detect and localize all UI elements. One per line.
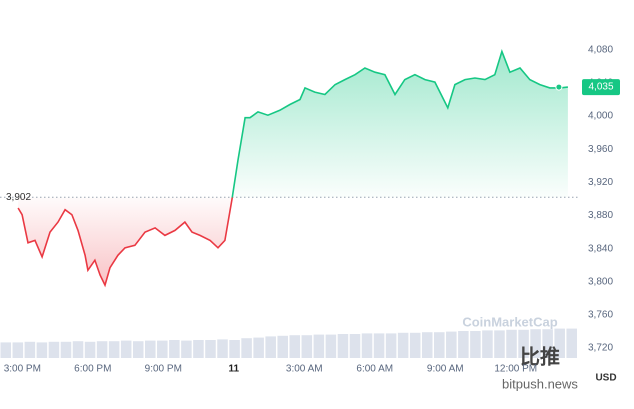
volume-bar	[84, 341, 96, 358]
volume-bar	[301, 335, 313, 358]
volume-bar	[434, 332, 445, 358]
volume-bar	[277, 335, 288, 358]
x-tick-label: 3:00 PM	[4, 364, 41, 375]
volume-bar	[181, 340, 192, 358]
volume-bar	[265, 336, 276, 358]
volume-bar	[96, 341, 108, 358]
watermark: CoinMarketCap	[462, 314, 557, 329]
volume-bar	[12, 342, 24, 358]
volume-bar	[24, 341, 36, 358]
last-point	[555, 83, 563, 91]
price-area	[18, 51, 568, 286]
volume-bar	[48, 341, 60, 358]
x-tick-label: 12:00 PM	[494, 364, 537, 375]
volume-bar	[205, 340, 216, 358]
volume-bar	[349, 334, 361, 358]
volume-bar	[397, 332, 409, 358]
volume-bar	[470, 331, 481, 358]
volume-bar	[361, 333, 373, 358]
volume-bar	[313, 334, 325, 358]
volume-bar	[482, 330, 493, 358]
y-tick-label: 3,800	[588, 276, 613, 287]
volume-bar	[108, 341, 120, 358]
volume-bar	[554, 328, 565, 358]
volume-bar	[120, 340, 132, 358]
volume-bar	[0, 342, 12, 358]
volume-bar	[458, 331, 469, 358]
y-tick-label: 4,000	[588, 111, 613, 122]
volume-bar	[60, 341, 72, 358]
volume-bar	[253, 337, 264, 358]
currency-label: USD	[595, 373, 616, 384]
volume-bar	[241, 338, 252, 358]
volume-bar	[193, 340, 204, 358]
volume-bar	[325, 334, 337, 358]
volume-bar	[289, 335, 301, 358]
watermark: bitpush.news	[502, 376, 578, 391]
volume-bar	[36, 342, 48, 358]
volume-bar	[446, 331, 457, 358]
y-tick-label: 3,960	[588, 144, 613, 155]
y-tick-label: 4,080	[588, 44, 613, 55]
y-tick-label: 3,760	[588, 310, 613, 321]
watermark: 比推	[520, 344, 560, 368]
volume-bar	[421, 332, 433, 358]
x-tick-label: 11	[228, 364, 239, 375]
volume-bar	[494, 330, 505, 358]
x-tick-label: 6:00 PM	[74, 364, 111, 375]
volume-bar	[385, 333, 397, 358]
price-line	[17, 49, 568, 288]
price-tag	[582, 79, 620, 96]
volume-bar	[409, 332, 421, 358]
x-tick-label: 3:00 AM	[286, 364, 323, 375]
volume-bar	[157, 340, 168, 358]
price-tag-label: 4,035	[588, 82, 613, 93]
x-tick-label: 6:00 AM	[356, 364, 393, 375]
volume-bar	[145, 340, 156, 358]
x-tick-label: 9:00 AM	[427, 364, 464, 375]
volume-bar	[506, 329, 517, 358]
volume-bar	[542, 329, 553, 358]
baseline-label: 3,902	[6, 192, 31, 203]
volume-bar	[229, 340, 240, 358]
y-tick-label: 3,720	[588, 343, 613, 354]
volume-bar	[337, 334, 349, 358]
y-tick-label: 3,840	[588, 243, 613, 254]
volume-bar	[566, 328, 577, 358]
x-tick-label: 9:00 PM	[145, 364, 182, 375]
volume-bar	[518, 329, 529, 358]
volume-bar	[169, 340, 180, 358]
y-tick-label: 3,880	[588, 210, 613, 221]
volume-bar	[132, 341, 144, 358]
volume-bar	[373, 333, 385, 358]
volume-bar	[72, 341, 84, 358]
volume-bar	[217, 339, 228, 358]
y-tick-label: 3,920	[588, 177, 613, 188]
volume-bar	[530, 329, 541, 358]
